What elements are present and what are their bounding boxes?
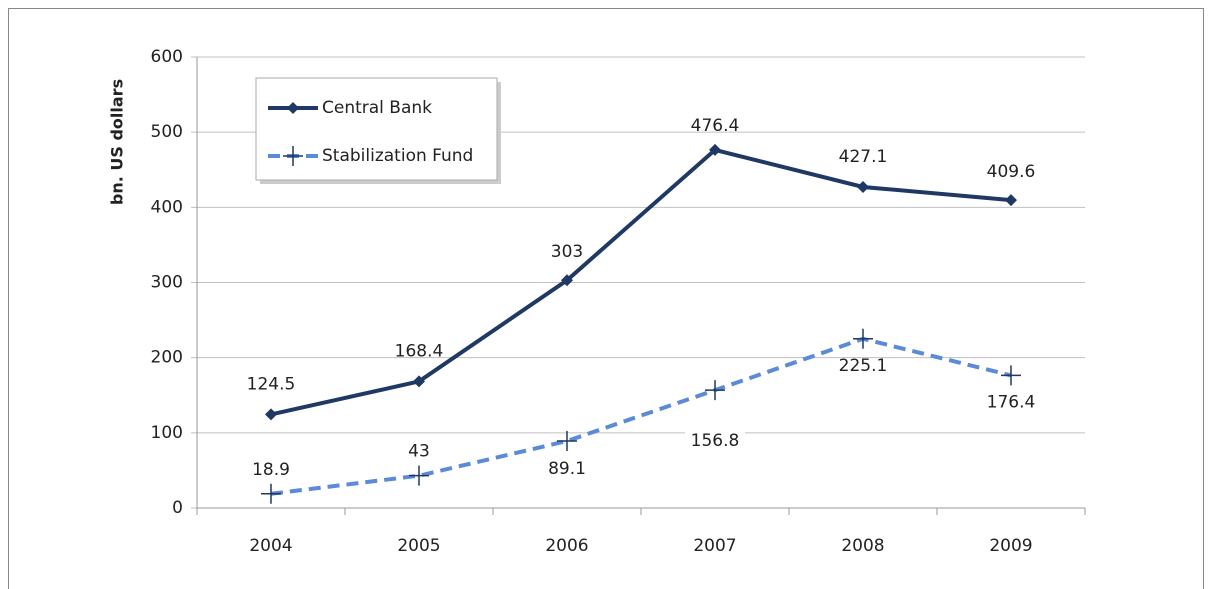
marker [857,180,869,193]
x-tick-label: 2006 [545,536,588,556]
data-label: 409.6 [987,162,1036,182]
legend-marker [283,146,303,166]
legend-box [255,77,498,181]
data-label: 476.4 [691,116,740,136]
marker [853,328,873,349]
x-tick-label: 2007 [693,536,736,556]
data-label: 18.9 [252,460,290,480]
y-tick-label: 0 [172,498,183,518]
label-bg [685,429,745,454]
y-axis-label: bn. US dollars [108,79,127,205]
marker [413,375,425,388]
data-label: 156.8 [691,431,740,451]
data-label: 225.1 [839,356,888,376]
data-label: 168.4 [395,341,444,361]
legend-label: Stabilization Fund [322,146,473,166]
series-line [270,147,1012,417]
x-tick-label: 2005 [397,536,440,556]
data-label: 43 [408,442,430,462]
y-tick-label: 100 [151,423,183,443]
marker [409,465,429,486]
x-tick-label: 2004 [249,536,292,556]
y-tick-label: 600 [151,47,183,67]
marker [1005,194,1017,207]
data-label: 176.4 [987,392,1036,412]
marker [557,431,577,452]
y-tick-label: 500 [151,122,183,142]
y-tick-label: 200 [151,348,183,368]
data-label: 303 [551,242,583,262]
legend-label: Central Bank [322,98,432,118]
marker [261,483,281,504]
marker [709,143,721,156]
x-tick-label: 2008 [841,536,884,556]
marker [265,408,277,421]
data-label: 124.5 [247,374,296,394]
marker [1001,365,1021,386]
legend-marker [287,102,299,114]
data-label: 89.1 [548,459,586,479]
x-tick-label: 2009 [989,536,1032,556]
series-line [270,336,1012,496]
marker [561,274,573,287]
y-tick-label: 400 [151,197,183,217]
y-tick-label: 300 [151,273,183,293]
chart-frame [8,8,1204,589]
data-label: 427.1 [839,147,888,167]
marker [705,380,725,401]
